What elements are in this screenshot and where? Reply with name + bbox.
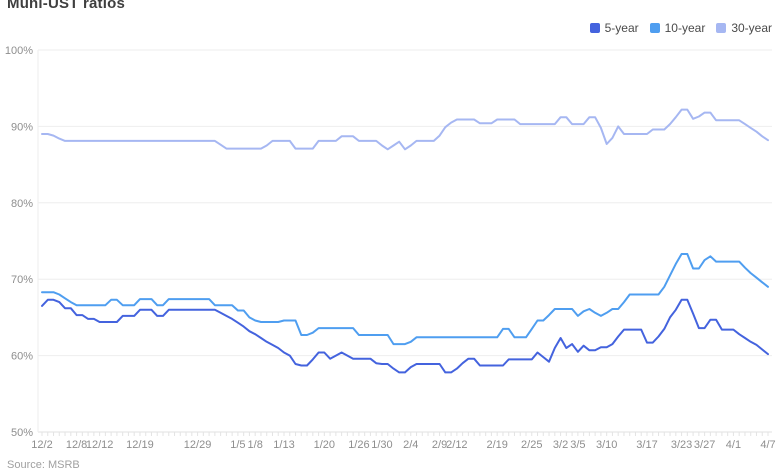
x-axis-tick-label: 2/19	[486, 439, 507, 451]
x-axis-tick-label: 4/1	[726, 439, 741, 451]
y-axis-tick-label: 100%	[5, 45, 33, 57]
x-axis-tick-label: 1/13	[273, 439, 294, 451]
y-axis-tick-label: 90%	[11, 121, 33, 133]
legend-item-30-year[interactable]: 30-year	[716, 21, 772, 35]
source-note: Source: MSRB	[7, 459, 80, 471]
x-axis-tick-label: 1/5	[230, 439, 245, 451]
x-axis-tick-label: 3/2	[553, 439, 568, 451]
x-axis-tick-label: 12/19	[126, 439, 154, 451]
series-line-5-year[interactable]	[41, 298, 769, 374]
x-axis-tick-label: 12/29	[184, 439, 212, 451]
y-axis-tick-label: 60%	[11, 351, 33, 363]
legend-label: 10-year	[664, 21, 706, 35]
x-axis-tick-label: 3/5	[570, 439, 585, 451]
legend-item-5-year[interactable]: 5-year	[589, 21, 639, 35]
series-line-10-year[interactable]	[41, 253, 769, 346]
legend-label: 5-year	[604, 21, 639, 35]
series-line-30-year[interactable]	[41, 108, 769, 151]
x-axis-tick-label: 2/9	[432, 439, 447, 451]
legend-swatch-icon	[589, 23, 600, 33]
chart-legend: 5-year 10-year 30-year	[589, 21, 772, 35]
legend-swatch-icon	[716, 23, 727, 33]
x-axis-tick-label: 2/25	[521, 439, 542, 451]
x-axis-tick-label: 12/2	[31, 439, 52, 451]
x-axis-tick-label: 1/30	[371, 439, 392, 451]
y-axis-tick-label: 70%	[11, 274, 33, 286]
legend-swatch-icon	[649, 23, 660, 33]
page-title: Muni-UST ratios	[7, 0, 125, 12]
legend-item-10-year[interactable]: 10-year	[649, 21, 706, 35]
x-axis-tick-label: 1/8	[248, 439, 263, 451]
x-axis-tick-label: 2/12	[446, 439, 467, 451]
x-axis-tick-label: 3/17	[636, 439, 657, 451]
x-axis-tick-label: 2/4	[403, 439, 418, 451]
x-axis-tick-label: 12/12	[86, 439, 114, 451]
x-axis-tick-label: 1/20	[314, 439, 335, 451]
y-axis-tick-label: 80%	[11, 198, 33, 210]
y-axis-tick-label: 50%	[11, 427, 33, 439]
x-axis-tick-label: 3/10	[596, 439, 617, 451]
x-axis-tick-label: 1/26	[348, 439, 369, 451]
x-axis-tick-label: 12/8	[66, 439, 87, 451]
x-axis-tick-label: 4/7	[760, 439, 775, 451]
x-axis-tick-label: 3/27	[694, 439, 715, 451]
x-axis-tick-label: 3/23	[671, 439, 692, 451]
legend-label: 30-year	[731, 21, 772, 35]
